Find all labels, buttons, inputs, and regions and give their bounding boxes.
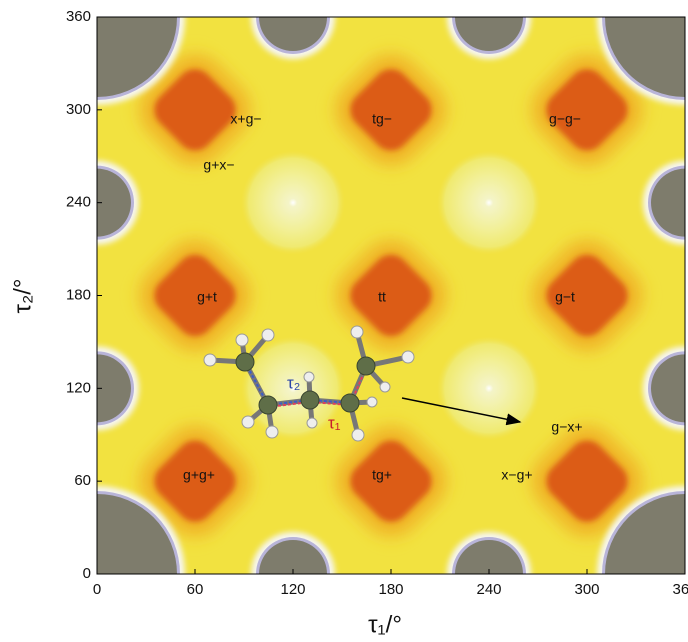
annotation: g+g+ xyxy=(183,467,215,483)
x-tick-label: 300 xyxy=(574,581,599,598)
y-tick-label: 300 xyxy=(66,101,91,118)
x-tick-label: 120 xyxy=(280,581,305,598)
heatmap xyxy=(9,0,688,642)
tau2-label: τ₂ xyxy=(287,373,300,392)
x-tick-label: 180 xyxy=(378,581,403,598)
maximum xyxy=(437,151,541,255)
maximum xyxy=(241,151,345,255)
annotation: g−t xyxy=(555,289,575,305)
chart: τ₂ τ₁ τ₁/° τ₂/° 0 60 120 180 240 300 360 0 60 120… xyxy=(0,0,688,642)
y-tick-label: 240 xyxy=(66,194,91,211)
x-tick-label: 60 xyxy=(187,581,204,598)
y-tick-label: 60 xyxy=(74,472,91,489)
x-tick-label: 360 xyxy=(672,581,688,598)
annotation: g−x+ xyxy=(551,419,582,435)
annotation: x+g− xyxy=(230,111,261,127)
annotation: tt xyxy=(378,289,386,305)
annotation: tg+ xyxy=(372,467,392,483)
y-tick-label: 180 xyxy=(66,286,91,303)
annotation: x−g+ xyxy=(501,467,532,483)
y-tick-label: 0 xyxy=(83,565,91,582)
maximum xyxy=(437,336,541,440)
annotation: g−g− xyxy=(549,111,581,127)
x-tick-label: 0 xyxy=(93,581,101,598)
annotation: g+x− xyxy=(203,157,234,173)
y-tick-label: 120 xyxy=(66,379,91,396)
annotation: tg− xyxy=(372,111,392,127)
x-axis-label: τ₁/° xyxy=(368,611,402,638)
y-tick-label: 360 xyxy=(66,8,91,25)
x-tick-label: 240 xyxy=(476,581,501,598)
tau1-label: τ₁ xyxy=(328,413,341,432)
y-axis-label: τ₂/° xyxy=(9,278,36,313)
annotation: g+t xyxy=(197,289,217,305)
page: τ₂ τ₁ τ₁/° τ₂/° 0 60 120 180 240 300 360 0 60 120… xyxy=(0,0,688,642)
